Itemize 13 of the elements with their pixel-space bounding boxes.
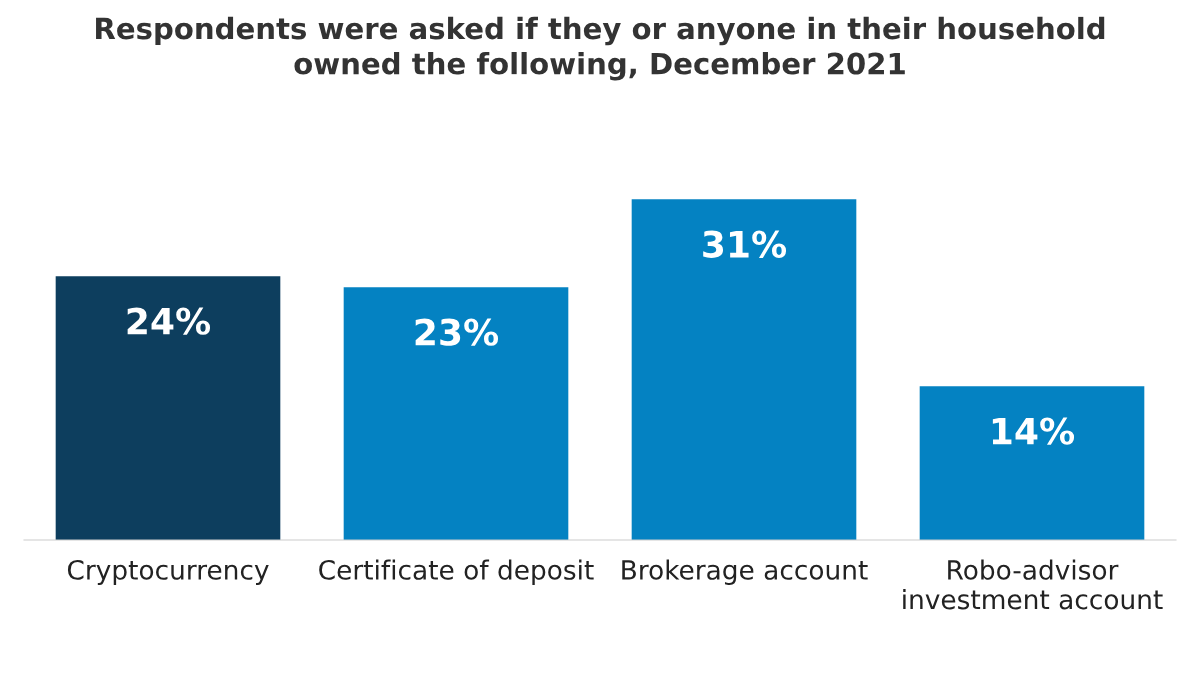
data-label: 14% (992, 417, 1075, 445)
bar (631, 199, 857, 540)
chart-title: Respondents were asked if they or anyone in their household owned the following, December 2021 (96, 16, 1105, 81)
bar (919, 386, 1145, 540)
bar (55, 276, 281, 540)
data-label: 24% (127, 307, 211, 335)
data-label: 23% (415, 318, 499, 346)
x-tick-label: Robo-advisor investment account (903, 559, 1163, 610)
x-tick-label: Brokerage account (622, 559, 868, 585)
bar (343, 287, 569, 540)
data-label: 31% (703, 230, 787, 258)
x-tick-label: Certificate of deposit (319, 559, 594, 585)
x-tick-label: Cryptocurrency (67, 559, 269, 585)
